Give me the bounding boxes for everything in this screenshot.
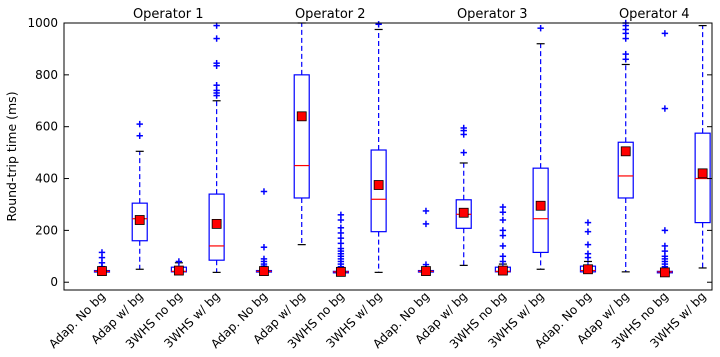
y-tick-label: 0 — [50, 275, 58, 289]
panel-title: Operator 3 — [457, 7, 528, 22]
outlier-point — [260, 188, 268, 195]
outlier-point — [499, 203, 507, 211]
mean-marker — [335, 266, 346, 277]
y-axis-label: Round-trip time (ms) — [4, 91, 19, 221]
box-iqr — [617, 141, 634, 199]
outlier-point — [537, 24, 544, 32]
box-group — [93, 249, 111, 276]
box-group — [532, 24, 549, 270]
outlier-point — [584, 219, 592, 226]
outlier-point — [136, 132, 143, 139]
outlier-point — [460, 124, 467, 132]
panel-titles: Operator 1 Operator 2 Operator 3 Operator 4 — [133, 7, 690, 22]
box-iqr — [370, 149, 387, 233]
outlier-point — [213, 82, 220, 89]
box-group — [293, 22, 310, 246]
box-group — [131, 120, 148, 270]
y-tick-label: 400 — [35, 172, 58, 186]
mean-marker — [296, 111, 307, 122]
outlier-point — [375, 21, 382, 28]
outlier-point — [136, 120, 143, 128]
y-tick-label: 1000 — [27, 16, 58, 30]
outlier-point — [499, 216, 507, 224]
outlier-point — [661, 227, 669, 234]
box-iqr — [208, 193, 225, 261]
box-group — [417, 207, 435, 276]
outlier-point — [213, 59, 220, 67]
outlier-point — [422, 220, 430, 228]
mean-marker — [259, 266, 269, 276]
mean-marker — [535, 200, 546, 211]
plot-frame — [63, 22, 713, 291]
mean-marker — [458, 207, 469, 218]
outlier-point — [499, 242, 507, 250]
box-group — [579, 219, 597, 275]
panel-title: Operator 1 — [133, 7, 204, 22]
outlier-point — [584, 241, 592, 248]
mean-marker — [583, 264, 593, 275]
box-group — [617, 19, 634, 273]
mean-marker — [211, 218, 222, 229]
mean-marker — [97, 266, 107, 276]
box-group — [694, 24, 711, 269]
mean-marker — [134, 215, 145, 225]
boxes-layer — [93, 19, 711, 278]
outlier-point — [460, 149, 467, 156]
y-tick-label: 600 — [35, 120, 58, 134]
mean-marker — [421, 266, 431, 276]
outlier-point — [499, 253, 507, 260]
box-group — [255, 188, 273, 276]
outlier-point — [260, 244, 268, 251]
outlier-point — [260, 255, 268, 263]
mean-marker — [659, 267, 670, 278]
axes-layer — [63, 22, 713, 291]
box-iqr — [532, 167, 549, 254]
box-group — [370, 21, 387, 273]
box-group — [455, 124, 472, 266]
outlier-point — [584, 228, 592, 235]
outlier-point — [337, 224, 345, 231]
outlier-point — [661, 30, 669, 37]
box-group — [170, 258, 187, 276]
outlier-point — [422, 207, 430, 215]
panel-title: Operator 2 — [295, 7, 366, 22]
outlier-point — [98, 249, 106, 256]
box-iqr — [131, 202, 148, 242]
outlier-point — [175, 258, 183, 265]
mean-marker — [620, 146, 631, 157]
box-iqr — [293, 74, 310, 199]
panel-title: Operator 4 — [619, 7, 690, 22]
outlier-point — [661, 242, 669, 250]
box-group — [208, 22, 225, 273]
y-tick-label: 200 — [35, 223, 58, 237]
outlier-point — [622, 50, 629, 58]
y-ticks: 0 200 400 600 800 1000 — [27, 16, 712, 289]
outlier-point — [499, 227, 507, 234]
box-group — [656, 30, 673, 278]
mean-marker — [697, 168, 708, 179]
box-iqr — [694, 132, 711, 224]
mean-marker — [173, 265, 184, 276]
outlier-point — [213, 35, 220, 42]
y-tick-label: 800 — [35, 68, 58, 82]
mean-marker — [497, 265, 508, 276]
mean-marker — [373, 180, 384, 190]
outlier-point — [584, 250, 592, 257]
outlier-point — [661, 105, 669, 112]
box-group — [494, 203, 511, 276]
box-group — [332, 211, 349, 277]
outlier-point — [337, 211, 345, 219]
